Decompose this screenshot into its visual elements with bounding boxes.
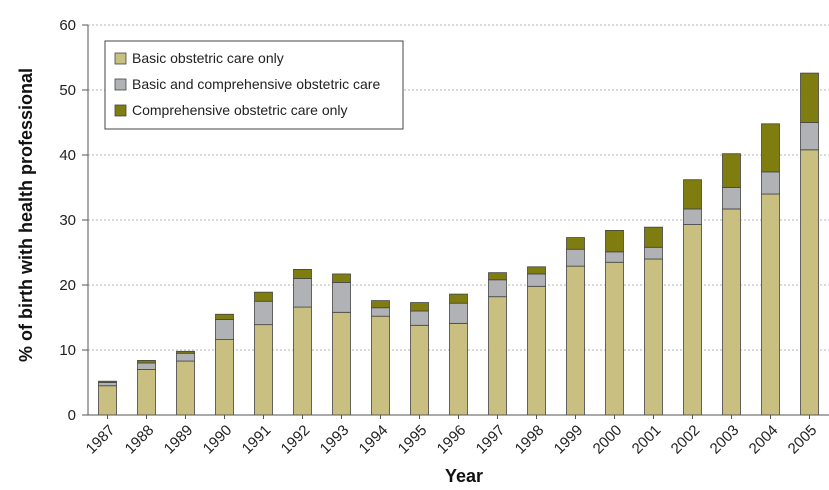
bar-segment-1991-s0 [254,324,273,416]
bar-segment-1998-s1 [527,273,546,287]
x-tick-label-1998: 1998 [512,422,548,458]
legend-swatch-0 [114,52,127,65]
bar-segment-1990-s0 [215,339,234,416]
x-tick-labels: 1987 1988 1989 1990 1991 1992 1993 1994 1995 1996… [83,415,821,458]
bar-segment-1999-s2 [566,237,585,250]
bar-segment-1994-s2 [371,300,390,309]
bar-segment-2005-s2 [800,72,819,123]
y-tick-label: 10 [59,342,76,359]
grid [88,24,829,351]
bar-segment-1999-s1 [566,248,585,267]
bar-segment-1996-s2 [449,293,468,304]
y-tick-labels: 0 10 20 30 40 50 60 [59,17,88,424]
bar-segment-2004-s0 [761,193,780,416]
bar-segment-1998-s0 [527,285,546,416]
bar-segment-1989-s0 [176,360,195,416]
bar-segment-2000-s1 [605,251,624,263]
bar-segment-1990-s2 [215,313,234,320]
bar-segment-2004-s2 [761,123,780,173]
bar-segment-2002-s2 [683,179,702,210]
x-tick-label-1988: 1988 [122,422,158,458]
y-tick-label: 50 [59,82,76,99]
bar-segment-1989-s1 [176,352,195,362]
x-tick-label-2004: 2004 [746,422,782,458]
y-tick-label: 20 [59,277,76,294]
legend-box [104,40,404,130]
x-tick-label-1991: 1991 [239,422,275,458]
legend-label-2: Comprehensive obstetric care only [132,102,348,118]
bar-segment-1993-s2 [332,273,351,283]
y-tick-label: 30 [59,212,76,229]
bar-segment-2000-s0 [605,261,624,416]
bar-segment-2002-s0 [683,224,702,416]
x-tick-label-2005: 2005 [785,422,821,458]
x-tick-label-2003: 2003 [707,422,743,458]
bar-segment-2001-s1 [644,246,663,260]
bar-segment-2005-s0 [800,149,819,416]
bar-segment-1990-s1 [215,319,234,341]
bar-segment-1993-s0 [332,311,351,416]
x-tick-label-2001: 2001 [629,422,665,458]
y-tick-label: 0 [68,407,76,424]
legend-label-0: Basic obstetric care only [132,50,284,66]
bar-segment-1991-s1 [254,300,273,326]
bar-segment-2005-s1 [800,122,819,151]
bar-segment-1995-s0 [410,324,429,416]
bar-segment-2002-s1 [683,208,702,225]
y-axis-title: % of birth with health professional [16,68,36,362]
bar-segment-1988-s1 [137,362,156,370]
x-tick-label-1997: 1997 [473,422,509,458]
bar-segment-1993-s1 [332,281,351,313]
bar-segment-1989-s2 [176,350,195,354]
bar-segment-1995-s1 [410,310,429,326]
bar-segment-2001-s0 [644,258,663,416]
bar-segment-1988-s0 [137,369,156,416]
y-tick-label: 40 [59,147,76,164]
bar-segment-2003-s2 [722,153,741,188]
x-tick-label-1995: 1995 [395,422,431,458]
x-tick-label-2000: 2000 [590,422,626,458]
bar-segment-1995-s2 [410,302,429,312]
bar-segment-1992-s0 [293,306,312,416]
bar-segment-1987-s1 [98,382,117,387]
x-tick-label-2002: 2002 [668,422,704,458]
legend-swatch-2 [114,104,127,117]
legend: Basic obstetric care only Basic and compr… [104,40,404,130]
bar-segment-1997-s1 [488,279,507,298]
bars [98,72,819,416]
legend-swatch-1 [114,78,127,91]
x-tick-label-1990: 1990 [200,422,236,458]
bar-segment-2001-s2 [644,226,663,248]
x-tick-label-1994: 1994 [356,422,392,458]
x-tick-label-1996: 1996 [434,422,470,458]
x-tick-label-1987: 1987 [83,422,119,458]
bar-segment-1997-s2 [488,272,507,281]
bar-segment-1987-s0 [98,385,117,416]
bar-segment-1992-s1 [293,278,312,308]
x-axis-title: Year [445,466,483,486]
bar-segment-1994-s1 [371,307,390,317]
bar-segment-1999-s0 [566,265,585,416]
x-tick-label-1989: 1989 [161,422,197,458]
x-tick-label-1992: 1992 [278,422,314,458]
x-tick-label-1999: 1999 [551,422,587,458]
bar-segment-1994-s0 [371,315,390,416]
x-tick-label-1993: 1993 [317,422,353,458]
bar-segment-2000-s2 [605,229,624,253]
bar-segment-1988-s2 [137,359,156,364]
bar-segment-1991-s2 [254,291,273,302]
bar-segment-1987-s2 [98,380,117,383]
bar-segment-2004-s1 [761,171,780,195]
bar-segment-1997-s0 [488,296,507,416]
legend-label-1: Basic and comprehensive obstetric care [132,76,380,92]
bar-segment-1992-s2 [293,268,312,279]
bar-segment-1996-s1 [449,302,468,324]
y-tick-label: 60 [59,17,76,34]
bar-segment-1996-s0 [449,322,468,416]
bar-segment-2003-s0 [722,208,741,416]
bar-segment-1998-s2 [527,266,546,275]
bar-segment-2003-s1 [722,187,741,210]
